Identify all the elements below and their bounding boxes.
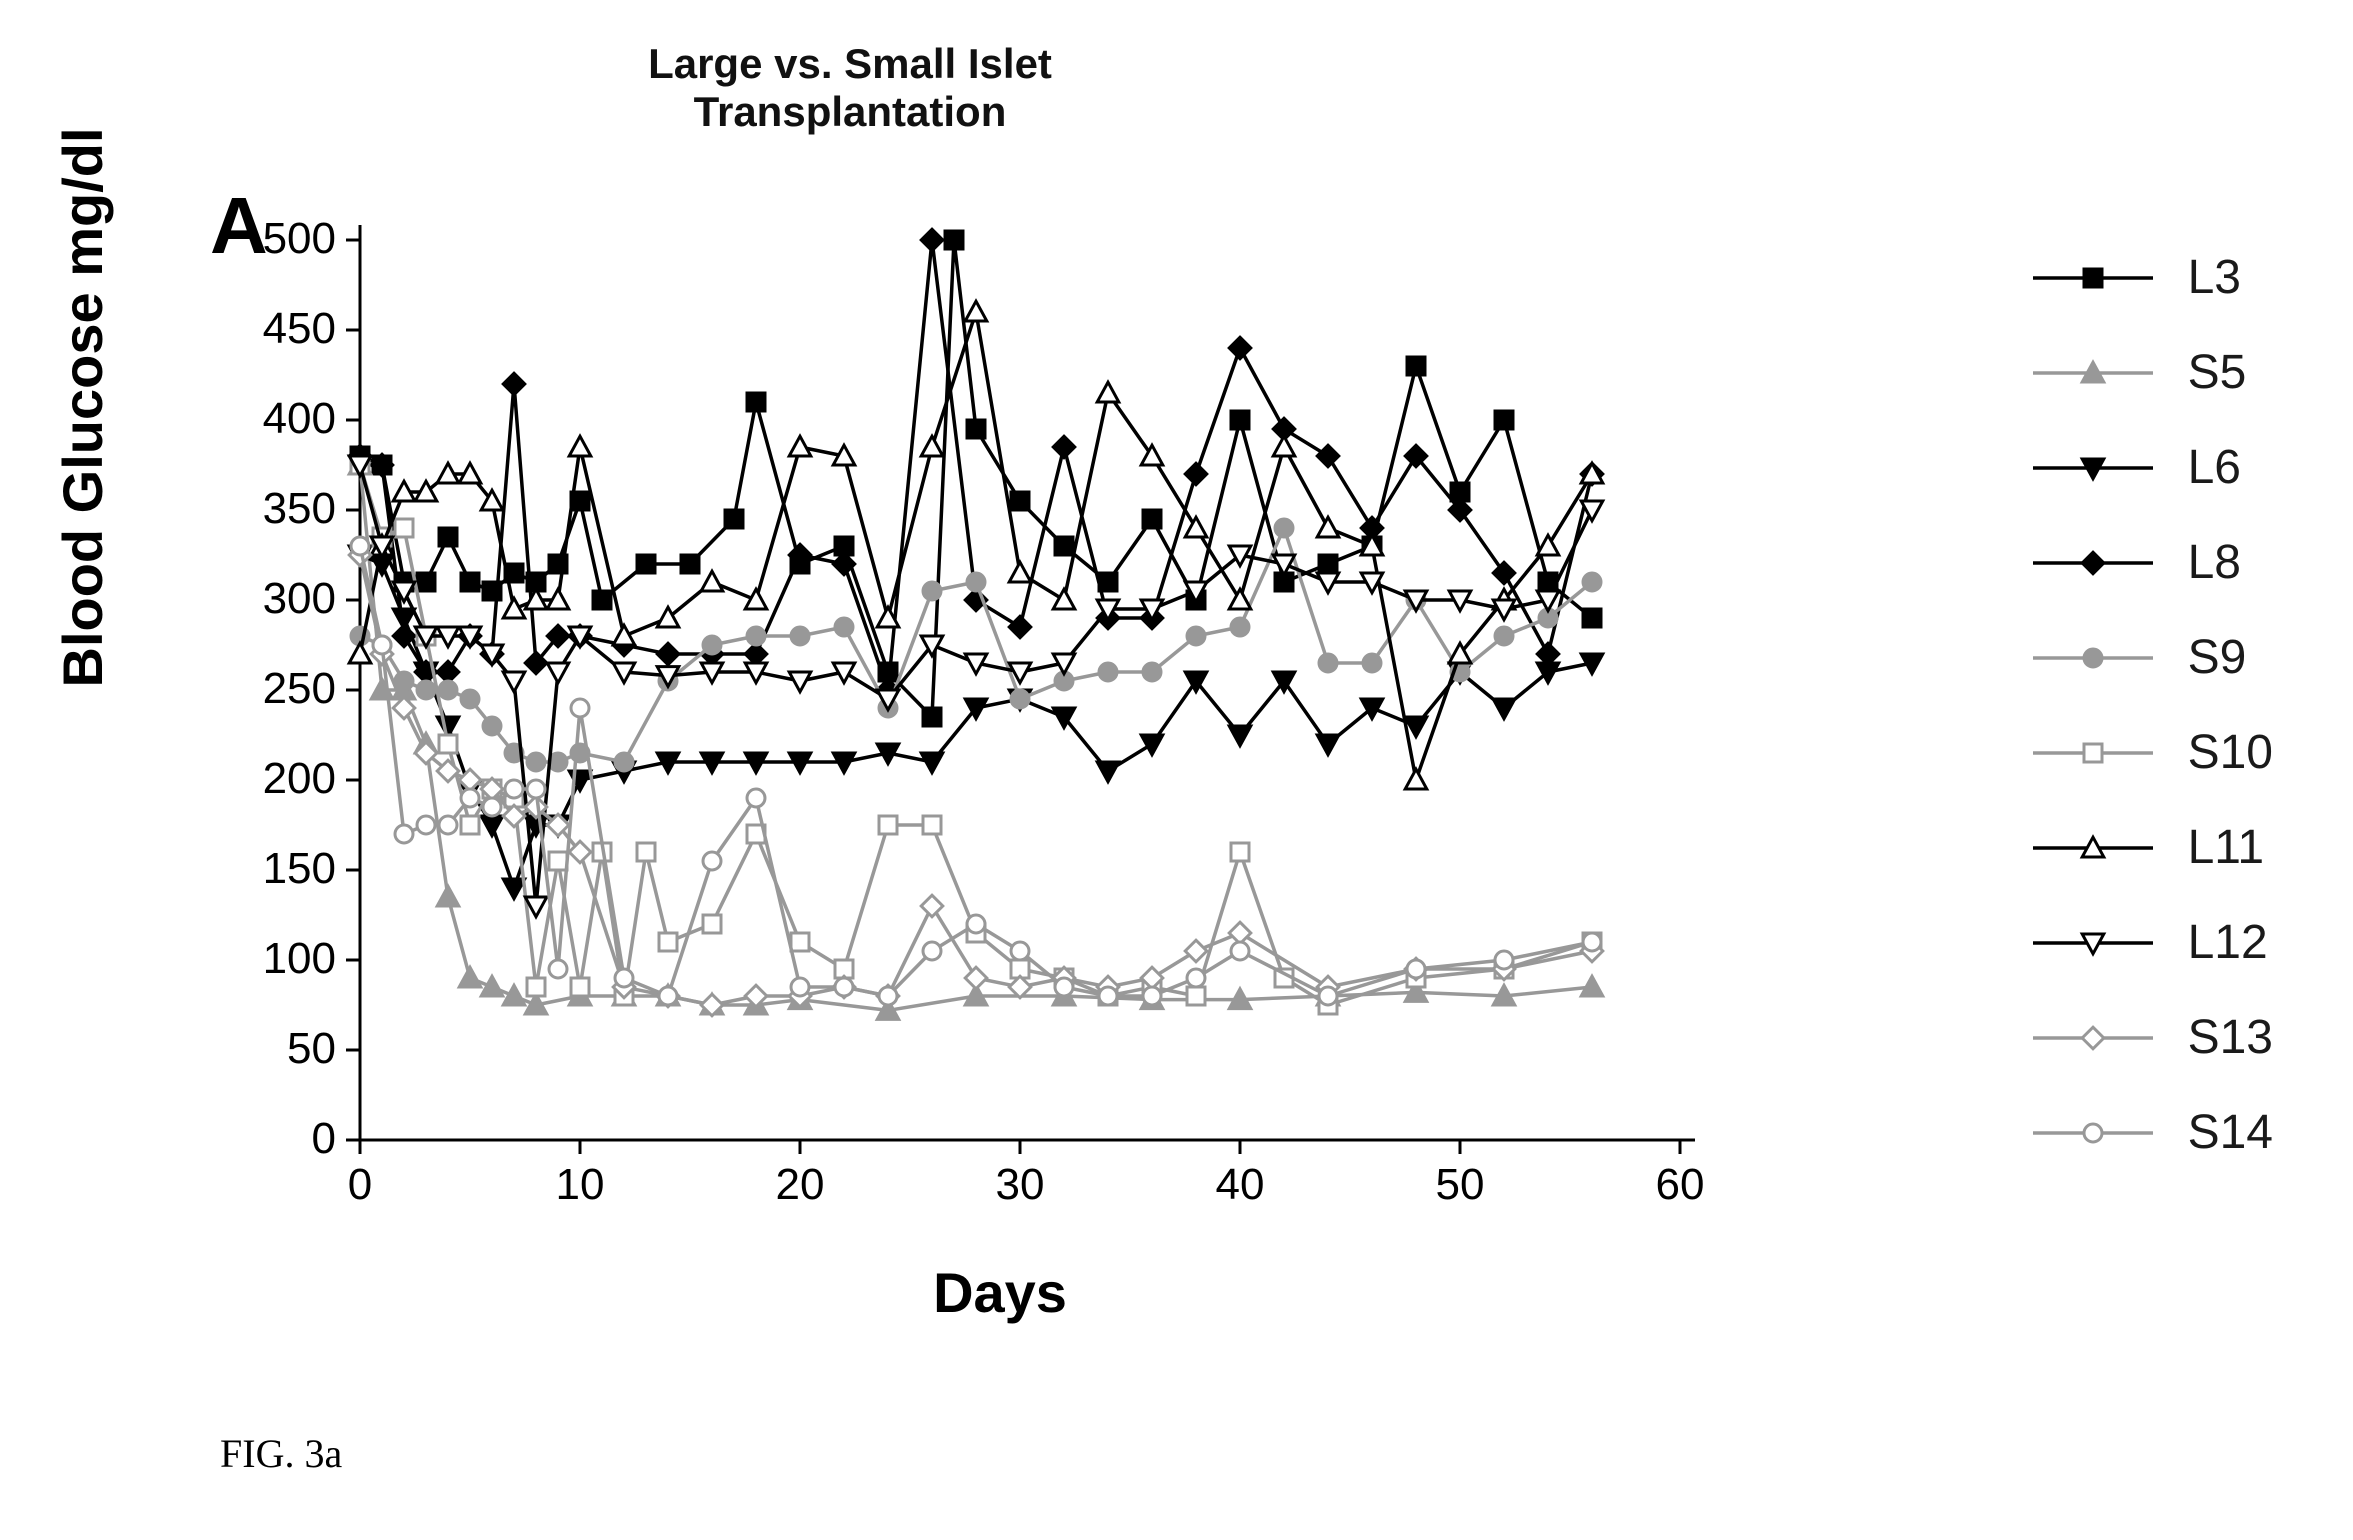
legend-swatch xyxy=(2028,543,2178,583)
legend-label: L11 xyxy=(2188,820,2265,875)
y-tick-label: 0 xyxy=(216,1114,336,1164)
legend-label: L8 xyxy=(2188,535,2241,590)
y-tick-label: 150 xyxy=(216,844,336,894)
chart-title-line1: Large vs. Small Islet xyxy=(0,40,1700,88)
legend-item-L12: L12 xyxy=(2028,915,2273,970)
figure-caption: FIG. 3a xyxy=(220,1430,342,1477)
x-tick-label: 0 xyxy=(320,1160,400,1210)
legend-label: S14 xyxy=(2188,1105,2273,1160)
legend-swatch xyxy=(2028,1113,2178,1153)
legend-label: L6 xyxy=(2188,440,2241,495)
y-tick-label: 50 xyxy=(216,1024,336,1074)
legend-swatch xyxy=(2028,733,2178,773)
legend-swatch xyxy=(2028,828,2178,868)
y-tick-label: 250 xyxy=(216,664,336,714)
legend-item-S14: S14 xyxy=(2028,1105,2273,1160)
series-L12 xyxy=(349,456,1603,917)
y-tick-label: 400 xyxy=(216,394,336,444)
legend-item-S10: S10 xyxy=(2028,725,2273,780)
legend-swatch xyxy=(2028,1018,2178,1058)
y-tick-label: 500 xyxy=(216,214,336,264)
chart-title: Large vs. Small IsletTransplantation xyxy=(0,40,1700,137)
x-axis-label: Days xyxy=(350,1260,1650,1325)
legend-swatch xyxy=(2028,258,2178,298)
x-tick-label: 60 xyxy=(1640,1160,1720,1210)
legend-swatch xyxy=(2028,923,2178,963)
legend-item-L3: L3 xyxy=(2028,250,2273,305)
legend: L3 S5 L6 L8 S9 S10 L11 L12 S13 S14 xyxy=(2028,250,2273,1200)
legend-swatch xyxy=(2028,448,2178,488)
x-tick-label: 40 xyxy=(1200,1160,1280,1210)
legend-item-L8: L8 xyxy=(2028,535,2273,590)
page: Large vs. Small IsletTransplantation A B… xyxy=(0,0,2353,1540)
chart-plot xyxy=(330,210,1710,1170)
x-tick-label: 30 xyxy=(980,1160,1060,1210)
y-tick-label: 100 xyxy=(216,934,336,984)
legend-label: S9 xyxy=(2188,630,2247,685)
legend-swatch xyxy=(2028,353,2178,393)
x-tick-label: 10 xyxy=(540,1160,620,1210)
legend-label: L3 xyxy=(2188,250,2241,305)
legend-item-S5: S5 xyxy=(2028,345,2273,400)
y-tick-label: 200 xyxy=(216,754,336,804)
legend-item-S13: S13 xyxy=(2028,1010,2273,1065)
legend-item-S9: S9 xyxy=(2028,630,2273,685)
legend-swatch xyxy=(2028,638,2178,678)
chart-title-line2: Transplantation xyxy=(0,88,1700,136)
y-tick-label: 350 xyxy=(216,484,336,534)
y-axis-label: Blood Glucose mg/dl xyxy=(50,127,115,687)
legend-item-L11: L11 xyxy=(2028,820,2273,875)
x-tick-label: 50 xyxy=(1420,1160,1500,1210)
legend-label: L12 xyxy=(2188,915,2268,970)
legend-label: S5 xyxy=(2188,345,2247,400)
x-tick-label: 20 xyxy=(760,1160,840,1210)
legend-item-L6: L6 xyxy=(2028,440,2273,495)
legend-label: S13 xyxy=(2188,1010,2273,1065)
legend-label: S10 xyxy=(2188,725,2273,780)
y-tick-label: 450 xyxy=(216,304,336,354)
y-tick-label: 300 xyxy=(216,574,336,624)
